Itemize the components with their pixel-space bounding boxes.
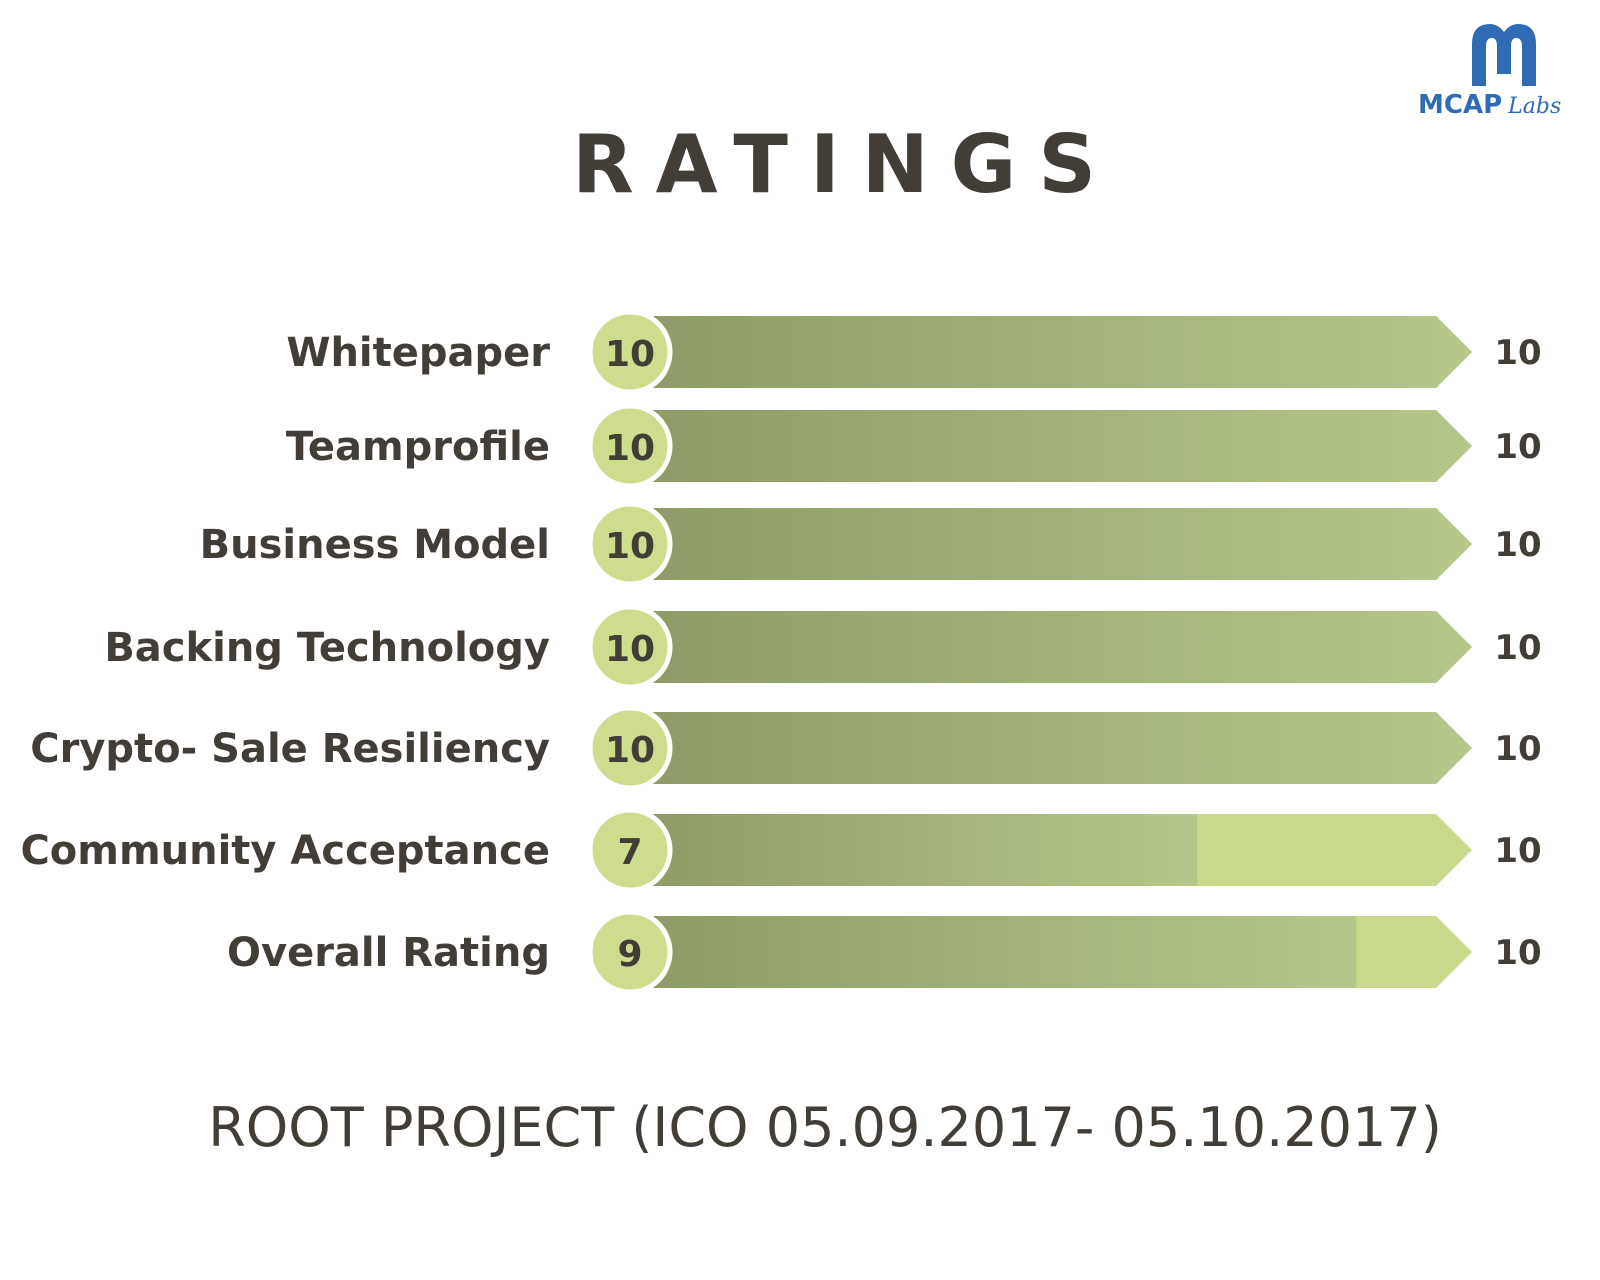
value-circle	[587, 909, 673, 995]
category-label: Crypto- Sale Resiliency	[30, 726, 550, 772]
bar-fill	[640, 712, 1472, 784]
chart-title: RATINGS	[572, 118, 1118, 211]
value-label: 7	[617, 832, 642, 873]
bar-fill	[640, 814, 1198, 886]
max-label: 10	[1494, 831, 1541, 871]
category-label: Community Acceptance	[20, 828, 550, 874]
max-label: 10	[1494, 333, 1541, 373]
max-label: 10	[1494, 933, 1541, 973]
category-label: Overall Rating	[227, 930, 550, 976]
value-circle	[587, 705, 673, 791]
value-label: 10	[605, 334, 655, 375]
value-circle	[587, 501, 673, 587]
mcap-labs-logo: MCAP Labs	[1418, 20, 1583, 130]
max-label: 10	[1494, 525, 1541, 565]
category-label: Teamprofile	[286, 424, 550, 470]
value-circle	[587, 403, 673, 489]
value-label: 9	[617, 934, 642, 975]
bar-fill	[640, 916, 1357, 988]
value-circle	[587, 309, 673, 395]
bar-fill	[640, 316, 1472, 388]
mcap-logo-icon	[1472, 24, 1536, 86]
bar-fill	[640, 410, 1472, 482]
logo-text: MCAP Labs	[1418, 90, 1561, 120]
value-label: 10	[605, 526, 655, 567]
category-label: Whitepaper	[286, 330, 550, 376]
category-label: Backing Technology	[104, 625, 550, 671]
category-label: Business Model	[200, 522, 550, 568]
logo-brand: MCAP	[1418, 90, 1503, 120]
value-label: 10	[605, 629, 655, 670]
value-circle	[587, 604, 673, 690]
value-circle	[587, 807, 673, 893]
bar-fill	[640, 508, 1472, 580]
project-footer: ROOT PROJECT (ICO 05.09.2017- 05.10.2017…	[208, 1096, 1442, 1159]
value-label: 10	[605, 730, 655, 771]
max-label: 10	[1494, 427, 1541, 467]
max-label: 10	[1494, 628, 1541, 668]
chart-rows: Whitepaper 10 10 Teamprofile 10 10 Business Mo…	[20, 309, 1542, 995]
value-label: 10	[605, 428, 655, 469]
max-label: 10	[1494, 729, 1541, 769]
logo-sub: Labs	[1508, 94, 1562, 119]
bar-fill	[640, 611, 1472, 683]
